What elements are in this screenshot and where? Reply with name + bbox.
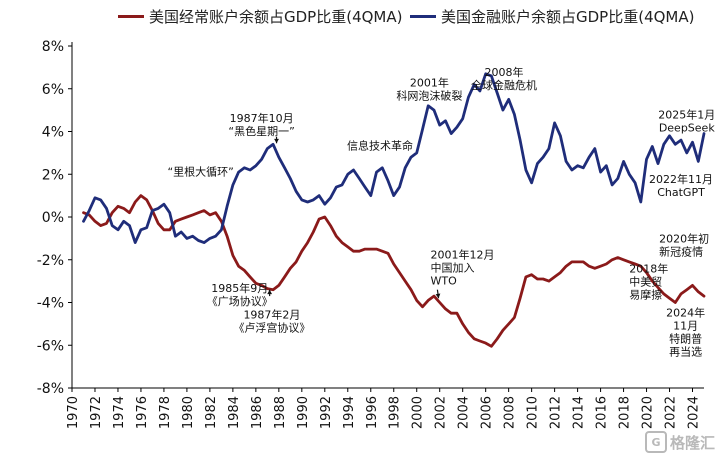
annotation-line: 1985年9月 xyxy=(211,281,268,295)
x-tick-label: 2022 xyxy=(664,396,679,429)
x-tick-label: 1984 xyxy=(227,396,242,429)
annotation-line: 2008年 xyxy=(485,65,524,79)
annotation-dotcom: 2001年科网泡沫破裂 xyxy=(396,76,462,103)
annotation-arrow-head xyxy=(274,138,279,144)
x-tick-label: 1996 xyxy=(365,396,380,429)
legend-item-financial-account: 美国金融账户余额占GDP比重(4QMA) xyxy=(410,6,694,27)
chart-legend: 美国经常账户余额占GDP比重(4QMA) 美国金融账户余额占GDP比重(4QMA… xyxy=(0,4,725,30)
annotation-reagan: “里根大循环” xyxy=(167,164,233,178)
y-tick-label: -4% xyxy=(37,296,64,312)
annotation-line: 再当选 xyxy=(669,344,702,358)
x-tick-label: 2008 xyxy=(503,396,518,429)
annotation-wto: 2001年12月中国加入 WTO xyxy=(431,248,495,288)
annotation-line: 2024年 xyxy=(666,305,705,319)
x-tick-label: 1986 xyxy=(250,396,265,429)
annotation-line: 2025年1月 xyxy=(658,108,715,122)
x-tick-label: 2012 xyxy=(549,396,564,429)
annotation-line: 1987年2月 xyxy=(243,308,300,322)
x-tick-label: 2006 xyxy=(480,396,495,429)
x-tick-label: 1994 xyxy=(342,396,357,429)
annotation-chatgpt: 2022年11月 ChatGPT xyxy=(649,172,713,199)
y-tick-label: -2% xyxy=(37,253,64,269)
x-tick-label: 1976 xyxy=(135,396,150,429)
annotation-line: 1987年10月 xyxy=(230,111,294,125)
x-tick-label: 1988 xyxy=(273,396,288,429)
x-tick-label: 2014 xyxy=(572,396,587,429)
x-tick-label: 2010 xyxy=(526,396,541,429)
annotation-deepseek: 2025年1月 DeepSeek xyxy=(658,108,715,135)
x-tick-label: 1974 xyxy=(112,396,127,429)
annotation-line: 信息技术革命 xyxy=(347,139,413,153)
y-tick-label: 0% xyxy=(42,210,64,226)
watermark: G 格隆汇 xyxy=(644,431,715,453)
annotation-line: 2022年11月 xyxy=(649,172,713,186)
y-tick-label: 4% xyxy=(42,125,64,141)
legend-swatch-current-account xyxy=(118,15,144,18)
y-tick-label: -6% xyxy=(37,338,64,354)
x-tick-label: 1970 xyxy=(66,396,81,429)
annotation-line: ChatGPT xyxy=(657,186,705,199)
x-tick-label: 2004 xyxy=(457,396,472,429)
series-line-current-account xyxy=(82,194,706,348)
annotation-line: 2018年 xyxy=(629,262,668,276)
annotation-line: 2001年12月 xyxy=(431,248,495,262)
annotation-infotech: 信息技术革命 xyxy=(347,139,413,153)
annotation-line: “黑色星期一” xyxy=(228,124,294,138)
legend-label-current-account: 美国经常账户余额占GDP比重(4QMA) xyxy=(149,8,403,26)
legend-label-financial-account: 美国金融账户余额占GDP比重(4QMA) xyxy=(441,8,695,26)
annotation-line: 中美贸 xyxy=(629,276,662,289)
annotation-line: 特朗普 xyxy=(669,331,702,345)
annotation-blackmonday: 1987年10月“黑色星期一” xyxy=(228,111,294,138)
x-tick-label: 1978 xyxy=(158,396,173,429)
annotation-tradewar: 2018年中美贸易摩擦 xyxy=(629,262,668,302)
annotation-covid: 2020年初新冠疫情 xyxy=(659,232,709,259)
annotation-line: WTO xyxy=(431,275,458,288)
y-tick-label: 6% xyxy=(42,82,64,98)
annotation-line: 《卢浮宫协议》 xyxy=(233,321,310,335)
annotation-line: DeepSeek xyxy=(659,122,716,135)
x-tick-label: 2020 xyxy=(641,396,656,429)
y-tick-label: 8% xyxy=(42,39,64,55)
x-tick-label: 2016 xyxy=(595,396,610,429)
annotation-trump: 2024年 11月特朗普再当选 xyxy=(666,305,705,358)
x-tick-label: 1980 xyxy=(181,396,196,429)
series-line-financial-account xyxy=(82,72,706,244)
x-tick-label: 2024 xyxy=(687,396,702,429)
annotation-line: 新冠疫情 xyxy=(659,245,703,259)
watermark-logo-icon: G xyxy=(644,431,667,453)
x-tick-label: 2002 xyxy=(434,396,449,429)
annotation-line: 《广场协议》 xyxy=(207,294,273,308)
y-tick-label: 2% xyxy=(42,167,64,183)
annotation-line: 11月 xyxy=(673,319,698,332)
annotation-plaza: 1985年9月《广场协议》 xyxy=(207,281,273,308)
legend-item-current-account: 美国经常账户余额占GDP比重(4QMA) xyxy=(118,6,402,27)
annotation-gfc: 2008年全球金融危机 xyxy=(471,65,537,92)
annotation-arrow-head xyxy=(267,289,273,295)
x-tick-label: 2000 xyxy=(411,396,426,429)
legend-swatch-financial-account xyxy=(410,15,436,18)
annotation-line: 科网泡沫破裂 xyxy=(396,89,462,103)
watermark-text: 格隆汇 xyxy=(669,433,715,452)
annotation-line: “里根大循环” xyxy=(167,164,233,178)
x-tick-label: 1982 xyxy=(204,396,219,429)
annotation-arrow-head xyxy=(435,293,441,299)
annotation-line: 全球金融危机 xyxy=(471,78,537,92)
x-tick-label: 2018 xyxy=(618,396,633,429)
x-tick-label: 1990 xyxy=(296,396,311,429)
y-tick-label: -8% xyxy=(37,381,64,397)
annotation-line: 中国加入 xyxy=(431,262,475,275)
x-tick-label: 1992 xyxy=(319,396,334,429)
annotation-line: 2001年 xyxy=(410,76,449,90)
annotation-line: 2020年初 xyxy=(659,232,709,246)
x-tick-label: 1998 xyxy=(388,396,403,429)
x-tick-label: 1972 xyxy=(89,396,104,429)
annotation-line: 易摩擦 xyxy=(629,288,662,302)
annotation-louvre: 1987年2月《卢浮宫协议》 xyxy=(233,308,310,335)
